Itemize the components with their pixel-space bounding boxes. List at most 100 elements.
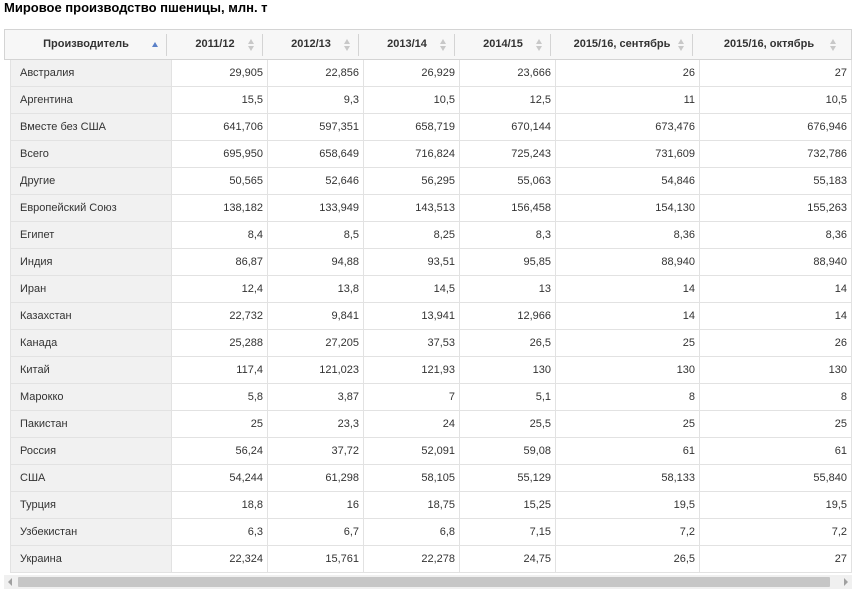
value-cell: 12,966 bbox=[460, 303, 556, 329]
value-cell: 8,36 bbox=[700, 222, 852, 248]
value-cell: 58,133 bbox=[556, 465, 700, 491]
producer-cell: Европейский Союз bbox=[10, 195, 172, 221]
value-cell: 6,7 bbox=[268, 519, 364, 545]
column-header-label: 2014/15 bbox=[483, 38, 523, 50]
value-cell: 54,846 bbox=[556, 168, 700, 194]
value-cell: 26 bbox=[556, 60, 700, 86]
value-cell: 52,646 bbox=[268, 168, 364, 194]
producer-cell: Россия bbox=[10, 438, 172, 464]
table-body: Австралия 29,905 22,856 26,929 23,666 26 27 Арг… bbox=[10, 60, 852, 573]
value-cell: 56,295 bbox=[364, 168, 460, 194]
value-cell: 58,105 bbox=[364, 465, 460, 491]
sort-arrows-icon[interactable] bbox=[678, 39, 685, 51]
producer-cell: Казахстан bbox=[10, 303, 172, 329]
value-cell: 117,4 bbox=[172, 357, 268, 383]
value-cell: 12,5 bbox=[460, 87, 556, 113]
value-cell: 14 bbox=[700, 276, 852, 302]
scrollbar-thumb[interactable] bbox=[18, 577, 830, 587]
value-cell: 15,5 bbox=[172, 87, 268, 113]
table-row: Украина 22,324 15,761 22,278 24,75 26,5 27 bbox=[10, 546, 852, 573]
value-cell: 25,5 bbox=[460, 411, 556, 437]
sort-arrows-icon[interactable] bbox=[536, 39, 543, 51]
table-row: Вместе без США 641,706 597,351 658,719 670,1… bbox=[10, 114, 852, 141]
value-cell: 12,4 bbox=[172, 276, 268, 302]
producer-cell: Аргентина bbox=[10, 87, 172, 113]
value-cell: 61 bbox=[700, 438, 852, 464]
value-cell: 7,15 bbox=[460, 519, 556, 545]
value-cell: 25 bbox=[556, 411, 700, 437]
value-cell: 13 bbox=[460, 276, 556, 302]
value-cell: 23,666 bbox=[460, 60, 556, 86]
value-cell: 16 bbox=[268, 492, 364, 518]
value-cell: 658,649 bbox=[268, 141, 364, 167]
value-cell: 8,36 bbox=[556, 222, 700, 248]
column-header-4[interactable]: 2014/15 bbox=[455, 30, 551, 59]
value-cell: 130 bbox=[460, 357, 556, 383]
value-cell: 29,905 bbox=[172, 60, 268, 86]
producer-cell: Другие bbox=[10, 168, 172, 194]
sort-arrows-icon[interactable] bbox=[152, 39, 159, 51]
value-cell: 88,940 bbox=[700, 249, 852, 275]
value-cell: 130 bbox=[556, 357, 700, 383]
value-cell: 27 bbox=[700, 60, 852, 86]
value-cell: 130 bbox=[700, 357, 852, 383]
column-header-3[interactable]: 2013/14 bbox=[359, 30, 455, 59]
producer-cell: Пакистан bbox=[10, 411, 172, 437]
value-cell: 37,53 bbox=[364, 330, 460, 356]
value-cell: 11 bbox=[556, 87, 700, 113]
value-cell: 13,8 bbox=[268, 276, 364, 302]
value-cell: 695,950 bbox=[172, 141, 268, 167]
value-cell: 6,3 bbox=[172, 519, 268, 545]
scroll-left-arrow-icon[interactable] bbox=[8, 578, 12, 586]
sort-arrows-icon[interactable] bbox=[830, 39, 837, 51]
value-cell: 26,5 bbox=[556, 546, 700, 572]
producer-cell: США bbox=[10, 465, 172, 491]
table-row: Узбекистан 6,3 6,7 6,8 7,15 7,2 7,2 bbox=[10, 519, 852, 546]
producer-cell: Узбекистан bbox=[10, 519, 172, 545]
value-cell: 52,091 bbox=[364, 438, 460, 464]
column-header-0[interactable]: Производитель bbox=[5, 30, 167, 59]
table-row: Китай 117,4 121,023 121,93 130 130 130 bbox=[10, 357, 852, 384]
sort-arrows-icon[interactable] bbox=[248, 39, 255, 51]
sort-arrows-icon[interactable] bbox=[440, 39, 447, 51]
value-cell: 6,8 bbox=[364, 519, 460, 545]
column-header-2[interactable]: 2012/13 bbox=[263, 30, 359, 59]
value-cell: 55,063 bbox=[460, 168, 556, 194]
value-cell: 716,824 bbox=[364, 141, 460, 167]
column-header-label: 2012/13 bbox=[291, 38, 331, 50]
column-header-label: 2015/16, октябрь bbox=[723, 38, 815, 50]
value-cell: 732,786 bbox=[700, 141, 852, 167]
table-row: Россия 56,24 37,72 52,091 59,08 61 61 bbox=[10, 438, 852, 465]
value-cell: 93,51 bbox=[364, 249, 460, 275]
value-cell: 27,205 bbox=[268, 330, 364, 356]
value-cell: 61,298 bbox=[268, 465, 364, 491]
column-header-label: Производитель bbox=[43, 38, 129, 50]
scroll-right-arrow-icon[interactable] bbox=[844, 578, 848, 586]
page-title: Мировое производство пшеницы, млн. т bbox=[4, 0, 268, 15]
table-row: Египет 8,4 8,5 8,25 8,3 8,36 8,36 bbox=[10, 222, 852, 249]
producer-cell: Турция bbox=[10, 492, 172, 518]
value-cell: 22,324 bbox=[172, 546, 268, 572]
producer-cell: Индия bbox=[10, 249, 172, 275]
column-header-label: 2015/16, сентябрь bbox=[573, 38, 671, 50]
value-cell: 14 bbox=[556, 303, 700, 329]
value-cell: 88,940 bbox=[556, 249, 700, 275]
value-cell: 25 bbox=[172, 411, 268, 437]
value-cell: 133,949 bbox=[268, 195, 364, 221]
value-cell: 22,278 bbox=[364, 546, 460, 572]
column-header-1[interactable]: 2011/12 bbox=[167, 30, 263, 59]
horizontal-scrollbar[interactable] bbox=[4, 575, 852, 589]
value-cell: 10,5 bbox=[364, 87, 460, 113]
value-cell: 143,513 bbox=[364, 195, 460, 221]
value-cell: 55,183 bbox=[700, 168, 852, 194]
value-cell: 10,5 bbox=[700, 87, 852, 113]
value-cell: 24 bbox=[364, 411, 460, 437]
column-header-5[interactable]: 2015/16, сентябрь bbox=[551, 30, 693, 59]
value-cell: 13,941 bbox=[364, 303, 460, 329]
value-cell: 14 bbox=[700, 303, 852, 329]
column-header-6[interactable]: 2015/16, октябрь bbox=[693, 30, 845, 59]
value-cell: 7,2 bbox=[556, 519, 700, 545]
sort-arrows-icon[interactable] bbox=[344, 39, 351, 51]
table-row: Пакистан 25 23,3 24 25,5 25 25 bbox=[10, 411, 852, 438]
value-cell: 26,5 bbox=[460, 330, 556, 356]
